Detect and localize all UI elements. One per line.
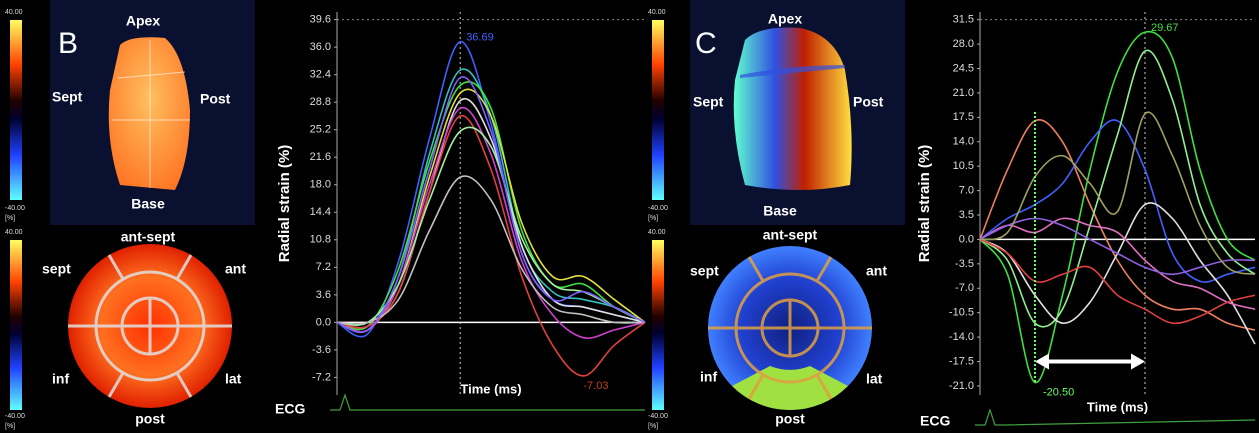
colorbar-unit: [%] [648,423,658,430]
y-tick-label: 0.0 [316,316,331,328]
y-tick-label: 14.0 [953,136,974,148]
y-tick-label: 24.5 [953,62,974,74]
label: Apex [768,11,802,27]
y-tick-label: 17.5 [953,111,974,123]
label: post [775,411,805,427]
y-tick-label: 7.0 [959,185,974,197]
ecg-label: ECG [275,401,305,417]
y-tick-label: 39.6 [310,14,331,26]
label: lat [225,371,242,387]
y-tick-label: 14.4 [310,206,331,218]
label: ant-sept [763,227,818,243]
y-tick-label: -14.0 [949,331,974,343]
y-tick-label: -17.5 [949,355,974,367]
heart-map [109,37,190,190]
annotation: 36.69 [466,32,494,44]
annotation: 29.67 [1151,22,1179,34]
y-tick-label: -10.5 [949,307,974,319]
label: Sept [693,94,724,110]
colorbar-unit: [%] [648,215,658,222]
y-tick-label: -7.0 [955,282,974,294]
y-tick-label: 3.5 [959,209,974,221]
y-tick-label: 7.2 [316,261,331,273]
y-tick-label: -21.0 [949,380,974,392]
y-tick-label: 21.0 [953,87,974,99]
colorbar-min: -40.00 [5,205,25,212]
y-tick-label: 28.0 [953,38,974,50]
colorbar [652,240,664,410]
figure: 40.00 -40.00 [%] 40.00 -40.00 [%] B Apex… [0,0,1259,433]
heart-map [734,28,852,191]
y-axis-label: Radial strain (%) [916,145,933,263]
y-tick-label: -7.2 [312,371,331,383]
y-tick-label: 32.4 [310,69,331,81]
y-tick-label: 21.6 [310,151,331,163]
y-tick-label: 0.0 [959,233,974,245]
label: inf [52,371,69,387]
label: sept [42,261,71,277]
y-tick-label: 25.2 [310,124,331,136]
panel-letter: B [58,27,78,60]
colorbar-min: -40.00 [648,205,668,212]
label: ant-sept [121,229,176,245]
y-tick-label: 31.5 [953,14,974,26]
label: Base [131,196,165,212]
panel-letter: C [695,27,717,60]
y-tick-label: 18.0 [310,179,331,191]
label: Apex [126,13,160,29]
label: Post [200,91,231,107]
label: Base [763,203,797,219]
label: inf [700,369,717,385]
label: lat [866,371,883,387]
colorbar-unit: [%] [5,423,15,430]
y-axis-label: Radial strain (%) [276,145,293,263]
ecg-label: ECG [920,413,950,429]
colorbar [652,20,664,200]
label: Sept [52,89,83,105]
colorbar [10,20,22,200]
label: ant [866,263,887,279]
annotation: -20.50 [1043,386,1074,398]
label: ant [225,261,246,277]
y-tick-label: 28.8 [310,96,331,108]
x-axis-label: Time (ms) [1087,399,1148,414]
label: post [135,411,165,427]
colorbar-unit: [%] [5,215,15,222]
colorbar-max: 40.00 [648,229,666,236]
colorbar-max: 40.00 [5,229,23,236]
y-tick-label: 36.0 [310,41,331,53]
colorbar-max: 40.00 [648,9,666,16]
y-tick-label: 10.8 [310,234,331,246]
colorbar-min: -40.00 [648,413,668,420]
annotation: -7.03 [583,380,608,392]
colorbar-min: -40.00 [5,413,25,420]
colorbar [10,240,22,410]
y-tick-label: 10.5 [953,160,974,172]
label: sept [690,263,719,279]
label: Post [853,94,884,110]
x-axis-label: Time (ms) [460,381,521,396]
y-tick-label: -3.5 [955,258,974,270]
y-tick-label: -3.6 [312,344,331,356]
y-tick-label: 3.6 [316,289,331,301]
colorbar-max: 40.00 [5,9,23,16]
